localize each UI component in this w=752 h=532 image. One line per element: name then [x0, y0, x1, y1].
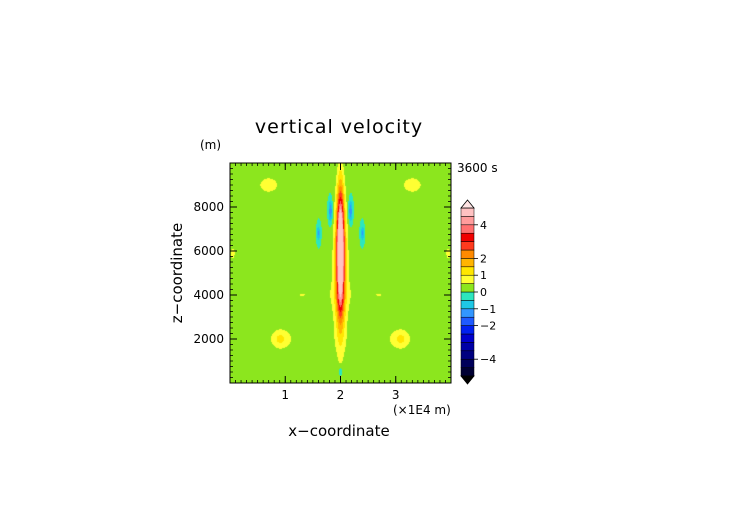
colorbar-segment [460, 367, 475, 377]
colorbar-segment [460, 207, 475, 217]
colorbar-segment [460, 232, 475, 242]
colorbar-segment [460, 216, 475, 226]
colorbar-segment [460, 274, 475, 284]
y-tick-label: 6000 [193, 244, 224, 258]
heatmap-field [230, 163, 451, 383]
y-axis: 2000 4000 6000 8000 [193, 168, 451, 378]
colorbar-tick-label: −4 [480, 353, 496, 366]
x-axis: 1 2 3 [235, 163, 446, 402]
colorbar-segment [460, 291, 475, 301]
colorbar-tick-label: 4 [480, 219, 487, 232]
colorbar-tick-label: 1 [480, 269, 487, 282]
x-tick-label: 3 [392, 388, 400, 402]
colorbar-segment [460, 342, 475, 352]
y-tick-label: 8000 [193, 200, 224, 214]
colorbar-segment [460, 350, 475, 360]
colorbar-segment [460, 224, 475, 234]
y-axis-label: z−coordinate [168, 223, 186, 323]
colorbar-segment [460, 308, 475, 318]
y-tick-label: 2000 [193, 332, 224, 346]
colorbar-segment [460, 283, 475, 293]
x-tick-label: 1 [281, 388, 289, 402]
colorbar-segment [460, 316, 475, 326]
colorbar-tick-label: 0 [480, 286, 487, 299]
colorbar-tick-label: 2 [480, 252, 487, 265]
colorbar-segment [460, 300, 475, 310]
colorbar-segment [460, 325, 475, 335]
colorbar-segment [460, 266, 475, 276]
plot-area [229, 162, 452, 384]
colorbar-max-arrow [460, 199, 475, 209]
x-unit-label: (×1E4 m) [393, 403, 451, 417]
chart-title: vertical velocity [255, 116, 423, 138]
colorbar-segment [460, 333, 475, 343]
colorbar-segment [460, 249, 475, 259]
y-unit-label: (m) [200, 138, 221, 152]
x-axis-label: x−coordinate [288, 422, 389, 440]
colorbar-tick-label: −2 [480, 320, 496, 333]
colorbar-tick-label: −1 [480, 303, 496, 316]
colorbar-segment [460, 241, 475, 251]
colorbar-min-arrow [460, 375, 475, 385]
colorbar-segment [460, 258, 475, 268]
colorbar: 4 2 1 0 −1 −2 −4 [460, 199, 496, 385]
colorbar-segment [460, 358, 475, 368]
x-tick-label: 2 [337, 388, 345, 402]
time-label: 3600 s [457, 161, 498, 175]
y-tick-label: 4000 [193, 288, 224, 302]
